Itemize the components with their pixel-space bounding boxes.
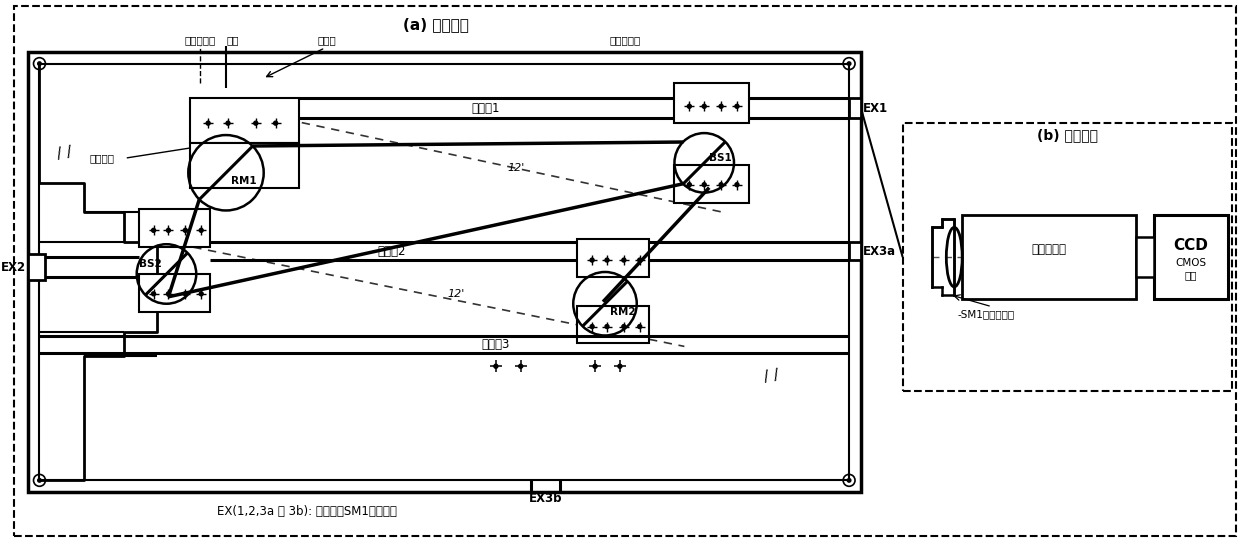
Circle shape: [37, 479, 41, 482]
Bar: [849, 98, 861, 118]
Circle shape: [687, 183, 692, 186]
Bar: [139, 274, 210, 312]
Circle shape: [37, 62, 41, 66]
Bar: [139, 210, 210, 247]
Circle shape: [719, 104, 723, 108]
Text: 输入孔: 输入孔: [317, 35, 336, 45]
Circle shape: [226, 121, 229, 125]
Text: 光通道1: 光通道1: [471, 102, 500, 115]
Bar: [40, 63, 849, 480]
Circle shape: [735, 183, 739, 186]
Circle shape: [687, 104, 692, 108]
Circle shape: [702, 183, 707, 186]
Text: 紧固螺丝: 紧固螺丝: [89, 153, 114, 163]
Text: -SM1外螺纹接口: -SM1外螺纹接口: [957, 309, 1014, 319]
Text: (a) 光机装置: (a) 光机装置: [403, 17, 469, 32]
Text: CCD: CCD: [1173, 238, 1208, 253]
Circle shape: [184, 292, 187, 296]
Bar: [675, 165, 749, 203]
Circle shape: [637, 325, 642, 328]
Bar: [190, 98, 299, 143]
Bar: [27, 51, 861, 492]
Text: 12': 12': [448, 289, 465, 299]
Bar: [578, 239, 649, 277]
Circle shape: [637, 258, 642, 262]
Text: EX(1,2,3a 和 3b): 输出孔，SM1内螺纹孔: EX(1,2,3a 和 3b): 输出孔，SM1内螺纹孔: [217, 505, 397, 518]
Text: 分光光路盒: 分光光路盒: [609, 35, 641, 45]
Circle shape: [151, 228, 155, 233]
Text: EX3b: EX3b: [528, 492, 562, 505]
Circle shape: [166, 292, 170, 296]
Circle shape: [184, 228, 187, 233]
Text: 光通道2: 光通道2: [377, 244, 405, 257]
Circle shape: [590, 258, 594, 262]
Text: 消色差透镜: 消色差透镜: [1032, 243, 1066, 256]
Circle shape: [719, 183, 723, 186]
Circle shape: [593, 364, 598, 368]
Circle shape: [151, 292, 155, 296]
Bar: [962, 215, 1136, 299]
Circle shape: [200, 292, 203, 296]
Circle shape: [494, 364, 497, 368]
Circle shape: [590, 325, 594, 328]
Text: RM1: RM1: [231, 176, 257, 186]
Text: CMOS
相机: CMOS 相机: [1176, 258, 1207, 280]
Circle shape: [622, 258, 626, 262]
Bar: [1153, 215, 1228, 299]
Circle shape: [206, 121, 210, 125]
Circle shape: [518, 364, 522, 368]
Circle shape: [622, 325, 626, 328]
Text: EX1: EX1: [863, 102, 888, 115]
Bar: [27, 254, 46, 280]
Bar: [190, 143, 299, 188]
Text: BS1: BS1: [709, 153, 732, 163]
Circle shape: [605, 325, 609, 328]
Circle shape: [847, 62, 851, 66]
Text: 光轴: 光轴: [227, 35, 239, 45]
Circle shape: [702, 104, 707, 108]
Circle shape: [166, 228, 170, 233]
Text: EX3a: EX3a: [863, 244, 897, 257]
Text: RM2: RM2: [610, 307, 636, 317]
Circle shape: [274, 121, 278, 125]
Bar: [675, 83, 749, 123]
Text: 光通道3: 光通道3: [481, 338, 510, 351]
Bar: [578, 306, 649, 344]
Circle shape: [254, 121, 258, 125]
Text: (b) 标定装置: (b) 标定装置: [1037, 128, 1097, 142]
Circle shape: [847, 479, 851, 482]
Text: BS2: BS2: [139, 259, 161, 269]
Text: 机械中心轴: 机械中心轴: [185, 35, 216, 45]
Bar: [1136, 237, 1153, 277]
Text: 12': 12': [507, 163, 525, 173]
Text: / /: / /: [763, 367, 780, 385]
Bar: [849, 242, 861, 260]
Text: / /: / /: [56, 144, 73, 162]
Circle shape: [200, 228, 203, 233]
Text: EX2: EX2: [0, 261, 26, 274]
Bar: [903, 123, 1233, 391]
Circle shape: [735, 104, 739, 108]
Circle shape: [618, 364, 622, 368]
Circle shape: [605, 258, 609, 262]
